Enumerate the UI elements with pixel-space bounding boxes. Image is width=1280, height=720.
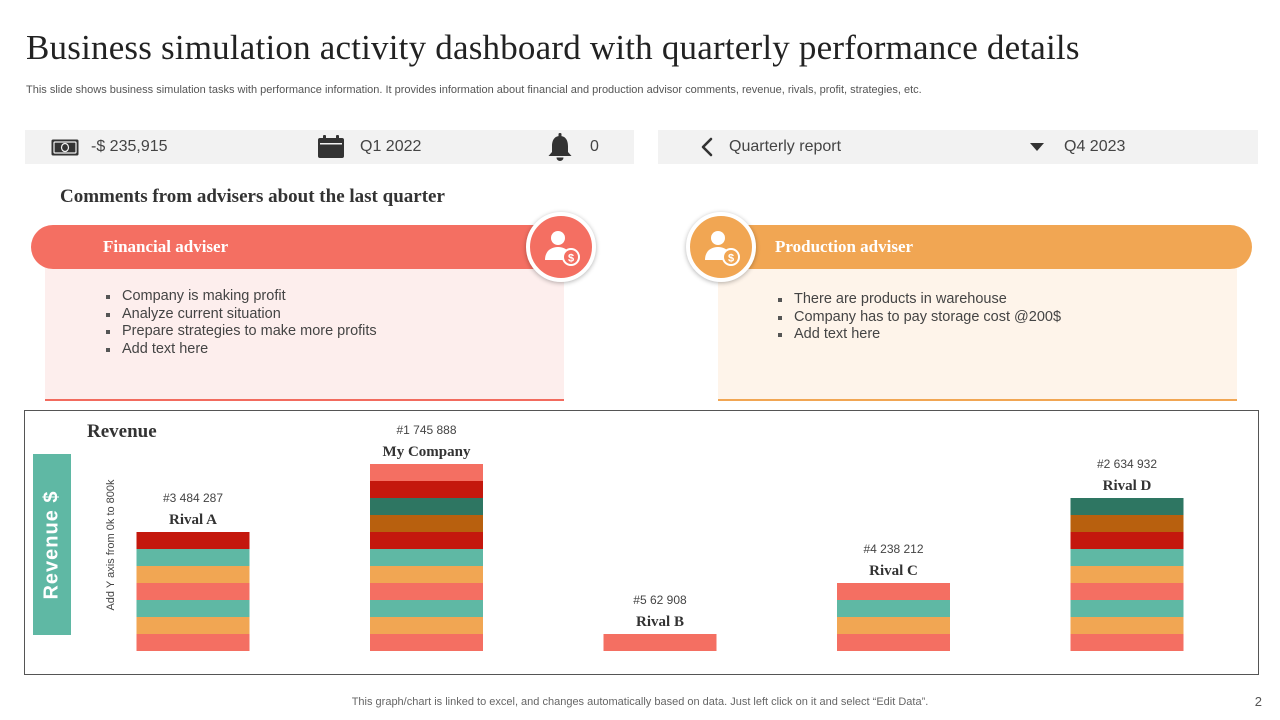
bar-segment xyxy=(370,566,483,583)
financial-adviser-card xyxy=(45,262,564,401)
bar-segment xyxy=(1070,549,1184,566)
production-adviser-avatar: $ xyxy=(686,212,756,282)
list-item: Company has to pay storage cost @200$ xyxy=(776,309,1061,327)
quarterly-report-nav[interactable]: Quarterly report xyxy=(700,130,841,164)
bar-segment xyxy=(370,515,483,532)
adviser-user-icon: $ xyxy=(701,227,741,267)
bar-value-label: #2 634 932 xyxy=(1097,457,1157,471)
bar-segment xyxy=(370,464,483,481)
bar-segment xyxy=(1070,515,1184,532)
list-item: Prepare strategies to make more profits xyxy=(104,323,377,341)
financial-adviser-label: Financial adviser xyxy=(103,237,229,256)
revenue-bars: Rival A #3 484 287 My Company #1 745 888 Riv… xyxy=(136,423,1184,651)
bar-value-label: #4 238 212 xyxy=(863,542,923,556)
bar-segment xyxy=(370,617,483,634)
list-item: Add text here xyxy=(776,326,1061,344)
bar-segment xyxy=(837,600,950,617)
bar-segment xyxy=(1070,566,1184,583)
bar-segment xyxy=(603,634,717,651)
production-adviser-card xyxy=(718,262,1237,401)
svg-text:$: $ xyxy=(728,253,734,265)
quarterly-report-label: Quarterly report xyxy=(729,138,842,155)
bar-segment xyxy=(370,549,483,566)
bar-value-label: #5 62 908 xyxy=(633,593,687,607)
bar-segment xyxy=(1070,600,1184,617)
bar-category-label: Rival C xyxy=(869,563,918,579)
bar-segment xyxy=(370,634,483,651)
bar-category-label: Rival A xyxy=(169,512,217,528)
balance-indicator: -$ 235,915 xyxy=(51,130,168,164)
page-subtitle: This slide shows business simulation tas… xyxy=(26,84,922,96)
bar-segment xyxy=(837,634,950,651)
adviser-user-icon: $ xyxy=(541,227,581,267)
bar-segment xyxy=(370,583,483,600)
bar-segment xyxy=(136,634,250,651)
list-item: Company is making profit xyxy=(104,288,377,306)
bar-segment xyxy=(136,583,250,600)
bar-segment xyxy=(1070,634,1184,651)
bar-segment xyxy=(136,566,250,583)
quarter-indicator: Q1 2022 xyxy=(317,130,421,164)
production-comments-list: There are products in warehouse Company … xyxy=(776,291,1061,344)
balance-value: -$ 235,915 xyxy=(91,138,168,155)
bar-segment xyxy=(1070,617,1184,634)
bar-category-label: My Company xyxy=(383,444,471,460)
production-adviser-banner: Production adviser xyxy=(705,225,1252,269)
comments-section-title: Comments from advisers about the last qu… xyxy=(60,186,445,207)
list-item: There are products in warehouse xyxy=(776,291,1061,309)
bar-segment xyxy=(136,617,250,634)
notification-indicator[interactable]: 0 xyxy=(547,130,599,164)
bar-segment xyxy=(136,549,250,566)
report-strip: Quarterly report Q4 2023 xyxy=(658,130,1258,164)
money-icon xyxy=(51,139,79,156)
notification-count: 0 xyxy=(590,138,599,155)
financial-adviser-banner: Financial adviser xyxy=(31,225,571,269)
financial-adviser-avatar: $ xyxy=(526,212,596,282)
bar-value-label: #1 745 888 xyxy=(396,423,456,437)
chevron-left-icon[interactable] xyxy=(700,137,714,157)
bar-segment xyxy=(1070,498,1184,515)
revenue-chart: Revenue Revenue $ Add Y axis from 0k to … xyxy=(24,410,1259,675)
bar-segment xyxy=(370,481,483,498)
list-item: Analyze current situation xyxy=(104,306,377,324)
footer-note: This graph/chart is linked to excel, and… xyxy=(351,696,929,708)
y-axis-tag: Revenue $ xyxy=(33,454,71,635)
bar-category-label: Rival D xyxy=(1103,478,1152,494)
bar-segment xyxy=(370,532,483,549)
chart-title: Revenue xyxy=(87,421,157,442)
bar-segment xyxy=(1070,583,1184,600)
quarter-value: Q1 2022 xyxy=(360,138,422,155)
bar-segment xyxy=(837,583,950,600)
page-number: 2 xyxy=(1254,694,1262,709)
caret-down-icon[interactable] xyxy=(1030,142,1044,152)
list-item: Add text here xyxy=(104,341,377,359)
bar-value-label: #3 484 287 xyxy=(163,491,223,505)
financial-comments-list: Company is making profit Analyze current… xyxy=(104,288,377,358)
bar-segment xyxy=(370,498,483,515)
bar-segment xyxy=(136,600,250,617)
bar-segment xyxy=(136,532,250,549)
bell-icon[interactable] xyxy=(547,133,573,161)
period-select[interactable]: Q4 2023 xyxy=(1030,130,1125,164)
bar-segment xyxy=(837,617,950,634)
production-adviser-label: Production adviser xyxy=(775,237,914,256)
svg-text:$: $ xyxy=(568,253,574,265)
period-value: Q4 2023 xyxy=(1064,138,1126,155)
bar-category-label: Rival B xyxy=(636,614,684,630)
bar-segment xyxy=(1070,532,1184,549)
status-strip: -$ 235,915 Q1 2022 0 xyxy=(25,130,634,164)
bar-segment xyxy=(370,600,483,617)
page-title: Business simulation activity dashboard w… xyxy=(26,28,1080,67)
calendar-icon xyxy=(317,135,345,159)
